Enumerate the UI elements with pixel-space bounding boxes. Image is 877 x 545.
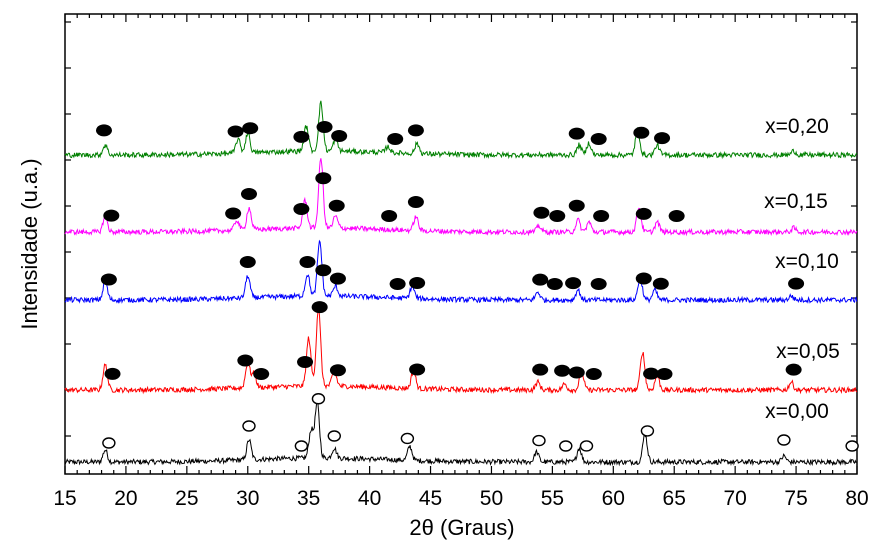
filled-circle-marker — [315, 264, 332, 277]
filled-circle-marker — [568, 366, 585, 379]
filled-circle-marker — [328, 199, 345, 212]
x-tick-label: 50 — [480, 487, 503, 510]
x-tick-label: 60 — [602, 487, 625, 510]
filled-circle-marker — [585, 368, 602, 380]
x-tick-label: 35 — [297, 487, 320, 510]
filled-circle-marker — [654, 132, 671, 145]
x-tick-label: 80 — [845, 487, 868, 510]
open-circle-marker — [327, 430, 341, 442]
series-label-x010: x=0,10 — [775, 250, 839, 273]
filled-circle-marker — [331, 130, 348, 143]
series-label-x005: x=0,05 — [776, 340, 840, 363]
filled-circle-marker — [239, 256, 256, 268]
open-circle-marker — [777, 434, 791, 446]
filled-circle-marker — [253, 367, 270, 380]
filled-circle-marker — [407, 124, 424, 137]
x-tick-label: 70 — [723, 487, 746, 510]
filled-circle-marker — [635, 272, 652, 285]
x-tick-label: 25 — [175, 487, 198, 510]
open-circle-marker — [640, 425, 655, 437]
filled-circle-marker — [381, 210, 398, 222]
open-circle-marker — [242, 420, 256, 432]
filled-circle-marker — [389, 278, 406, 290]
peak-markers — [95, 121, 859, 452]
filled-circle-marker — [227, 125, 244, 138]
x-axis-title: 2θ (Graus) — [409, 515, 514, 540]
filled-circle-marker — [311, 301, 328, 314]
filled-circle-marker — [242, 122, 259, 135]
series-line-x005 — [64, 308, 858, 395]
open-circle-marker — [532, 434, 546, 447]
filled-circle-marker — [237, 354, 254, 367]
filled-circle-marker — [652, 277, 669, 290]
filled-circle-marker — [316, 121, 333, 134]
filled-circle-marker — [565, 277, 582, 290]
filled-circle-marker — [315, 172, 332, 185]
open-circle-marker — [311, 393, 326, 405]
filled-circle-marker — [532, 273, 549, 286]
filled-circle-marker — [95, 124, 112, 137]
x-tick-label: 20 — [114, 487, 137, 510]
filled-circle-marker — [299, 256, 316, 268]
open-circle-marker — [845, 440, 859, 452]
x-ticks: 15 20 25 30 35 40 45 50 55 60 65 70 75 80 — [53, 14, 869, 510]
open-circle-marker — [400, 432, 415, 445]
filled-circle-marker — [788, 277, 805, 290]
series-line-x000 — [64, 399, 858, 467]
x-tick-label: 40 — [358, 487, 381, 510]
filled-circle-marker — [568, 199, 585, 212]
x-tick-label: 45 — [419, 487, 442, 510]
plot-frame — [64, 13, 858, 475]
filled-circle-marker — [100, 273, 117, 286]
filled-circle-marker — [297, 356, 314, 369]
filled-circle-marker — [104, 367, 121, 380]
series-line-x010 — [64, 239, 858, 305]
series-labels: x=0,00 x=0,05 x=0,10 x=0,15 x=0,20 — [764, 115, 840, 423]
y-axis-title: Intensidade (u.a.) — [17, 158, 42, 329]
filled-circle-marker — [329, 364, 346, 377]
x-tick-label: 15 — [53, 487, 76, 510]
filled-circle-marker — [546, 278, 563, 290]
filled-circle-marker — [409, 363, 426, 376]
filled-circle-marker — [785, 363, 802, 376]
filled-circle-marker — [643, 367, 660, 380]
filled-circle-marker — [240, 188, 257, 200]
series-label-x020: x=0,20 — [765, 115, 829, 138]
x-tick-label: 75 — [784, 487, 807, 510]
open-circle-marker — [559, 440, 573, 452]
series-label-x015: x=0,15 — [764, 190, 828, 213]
filled-circle-marker — [549, 210, 566, 222]
series-label-x000: x=0,00 — [765, 400, 829, 423]
filled-circle-marker — [590, 132, 607, 145]
filled-circle-marker — [532, 363, 549, 376]
x-tick-label: 65 — [663, 487, 686, 510]
series-line-x015 — [64, 158, 858, 237]
filled-circle-marker — [593, 210, 610, 222]
filled-circle-marker — [225, 207, 242, 220]
filled-circle-marker — [590, 278, 607, 290]
open-circle-marker — [294, 440, 309, 452]
filled-circle-marker — [656, 367, 673, 380]
filled-circle-marker — [568, 127, 585, 140]
series-curves — [64, 100, 858, 467]
open-circle-marker — [102, 437, 116, 449]
filled-circle-marker — [293, 203, 310, 216]
filled-circle-marker — [635, 207, 652, 220]
filled-circle-marker — [554, 364, 571, 377]
filled-circle-marker — [329, 272, 346, 285]
filled-circle-marker — [668, 210, 685, 222]
filled-circle-marker — [409, 276, 426, 289]
x-tick-label: 55 — [541, 487, 564, 510]
x-tick-label: 30 — [236, 487, 259, 510]
filled-circle-marker — [103, 209, 120, 222]
open-circle-marker — [579, 440, 594, 452]
filled-circle-marker — [533, 206, 550, 219]
filled-circle-marker — [407, 196, 424, 208]
filled-circle-marker — [387, 132, 404, 145]
filled-circle-marker — [293, 130, 310, 143]
filled-circle-marker — [633, 126, 650, 139]
series-line-x020 — [64, 100, 858, 160]
